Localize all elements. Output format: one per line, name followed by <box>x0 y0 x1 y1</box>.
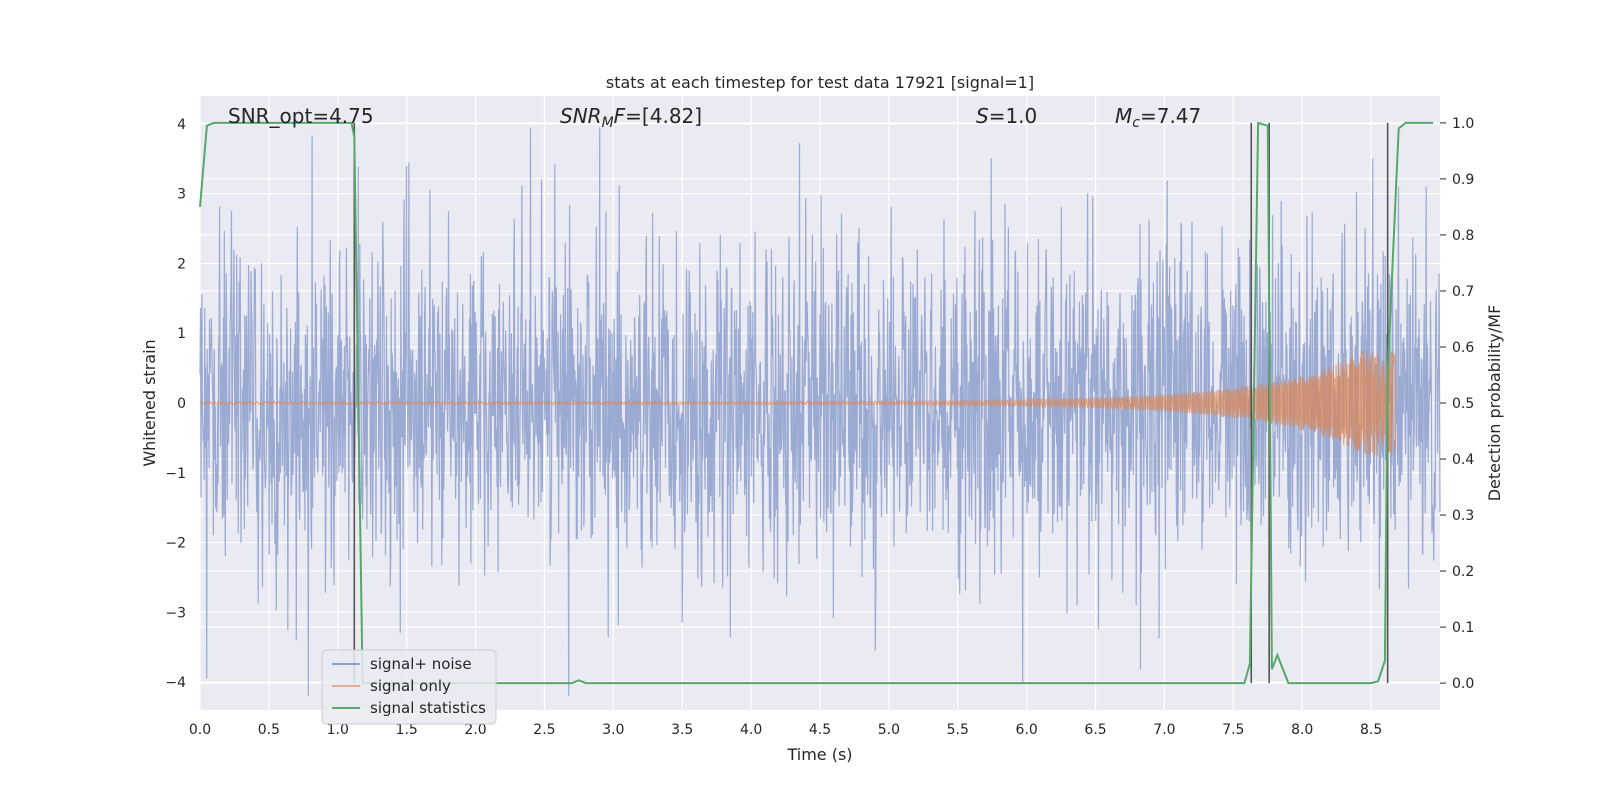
y-tick-label-6: 2 <box>177 256 186 272</box>
x-tick-label-12: 6.0 <box>1016 722 1038 738</box>
annotation-mc: Mc=7.47 <box>1115 104 1201 131</box>
y-axis-label: Whitened strain <box>140 339 159 466</box>
y-tick-label-0: −4 <box>165 675 186 691</box>
x-tick-label-3: 1.5 <box>396 722 418 738</box>
y-tick-label-5: 1 <box>177 326 186 342</box>
series-signal-only-line <box>199 350 1397 456</box>
y-axis-ticks: −4 −3 −2 −1 0 1 2 3 4 <box>165 117 186 691</box>
series-signal-statistics <box>199 121 1434 685</box>
legend-label-signal-only: signal only <box>370 677 451 695</box>
y-right-axis-ticks: 0.0 0.1 0.2 0.3 0.4 0.5 0.6 0.7 0.8 0.9 1.0 <box>1440 116 1474 692</box>
y-right-tick-label-9: 0.9 <box>1452 172 1474 188</box>
y-tick-label-3: −1 <box>165 466 186 482</box>
series-signal-statistics-line <box>199 121 1434 685</box>
series-signal-only <box>199 350 1397 456</box>
y-right-tick-label-10: 1.0 <box>1452 116 1474 132</box>
x-tick-label-0: 0.0 <box>189 722 211 738</box>
series-signal-plus-noise-line <box>199 127 1441 697</box>
legend-label-signal-statistics: signal statistics <box>370 699 486 717</box>
chart-title: stats at each timestep for test data 179… <box>606 73 1034 92</box>
y-right-tick-label-3: 0.3 <box>1452 508 1474 524</box>
y-tick-label-4: 0 <box>177 396 186 412</box>
annotation-s: S=1.0 <box>976 104 1037 128</box>
y-right-axis-label: Detection probability/MF <box>1485 305 1504 502</box>
x-tick-label-9: 4.5 <box>809 722 831 738</box>
y-right-tick-label-2: 0.2 <box>1452 564 1474 580</box>
legend: signal+ noise signal only signal statist… <box>321 649 497 725</box>
y-right-tick-label-5: 0.5 <box>1452 396 1474 412</box>
x-tick-label-10: 5.0 <box>878 722 900 738</box>
annotations: SNR_opt=4.75 SNRMF=[4.82] S=1.0 Mc=7.47 <box>228 104 1201 131</box>
y-right-tick-label-0: 0.0 <box>1452 676 1474 692</box>
x-tick-label-14: 7.0 <box>1153 722 1175 738</box>
y-right-tick-label-8: 0.8 <box>1452 228 1474 244</box>
x-tick-label-4: 2.0 <box>464 722 486 738</box>
x-tick-label-15: 7.5 <box>1222 722 1244 738</box>
x-tick-label-11: 5.5 <box>947 722 969 738</box>
x-tick-label-5: 2.5 <box>533 722 555 738</box>
legend-box <box>321 649 497 725</box>
legend-label-signal-plus-noise: signal+ noise <box>370 655 472 673</box>
x-tick-label-17: 8.5 <box>1360 722 1382 738</box>
y-tick-label-8: 4 <box>177 117 186 133</box>
y-tick-label-2: −2 <box>165 536 186 552</box>
annotation-snr-mf: SNRMF=[4.82] <box>560 104 702 131</box>
annotation-snr-opt: SNR_opt=4.75 <box>228 104 374 128</box>
x-axis-label: Time (s) <box>786 745 852 764</box>
x-tick-label-6: 3.0 <box>602 722 624 738</box>
y-right-tick-label-4: 0.4 <box>1452 452 1474 468</box>
y-right-tick-label-7: 0.7 <box>1452 284 1474 300</box>
x-tick-label-13: 6.5 <box>1084 722 1106 738</box>
x-tick-label-2: 1.0 <box>327 722 349 738</box>
x-tick-label-16: 8.0 <box>1291 722 1313 738</box>
y-right-tick-label-1: 0.1 <box>1452 620 1474 636</box>
x-tick-label-7: 3.5 <box>671 722 693 738</box>
x-tick-label-1: 0.5 <box>258 722 280 738</box>
y-tick-label-1: −3 <box>165 605 186 621</box>
y-tick-label-7: 3 <box>177 187 186 203</box>
y-right-tick-label-6: 0.6 <box>1452 340 1474 356</box>
series-signal-plus-noise <box>199 127 1441 697</box>
x-tick-label-8: 4.0 <box>740 722 762 738</box>
x-axis-ticks: 0.0 0.5 1.0 1.5 2.0 2.5 3.0 3.5 4.0 4.5 5.0 5.5 6.0 6… <box>189 722 1382 738</box>
